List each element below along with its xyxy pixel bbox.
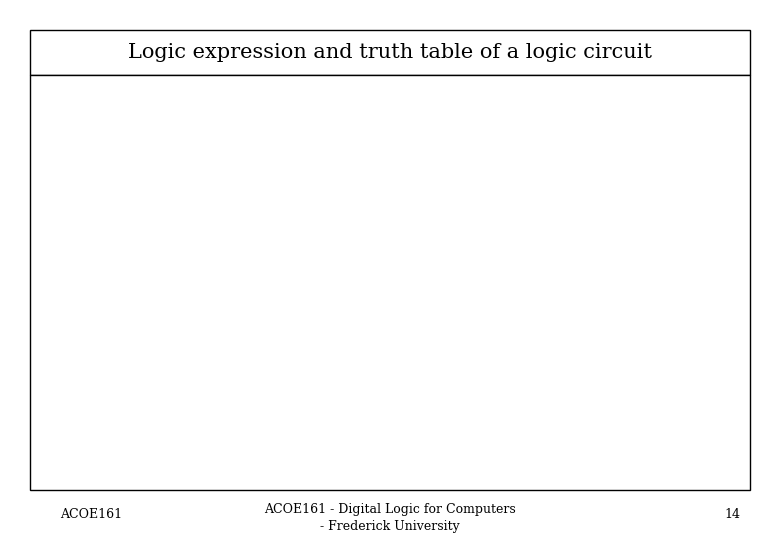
Bar xyxy=(30,75,750,490)
Text: Logic expression and truth table of a logic circuit: Logic expression and truth table of a lo… xyxy=(128,43,652,62)
Text: 14: 14 xyxy=(724,509,740,522)
Bar xyxy=(30,30,750,75)
Text: ACOE161: ACOE161 xyxy=(60,509,122,522)
Text: ACOE161 - Digital Logic for Computers
- Frederick University: ACOE161 - Digital Logic for Computers - … xyxy=(264,503,516,533)
